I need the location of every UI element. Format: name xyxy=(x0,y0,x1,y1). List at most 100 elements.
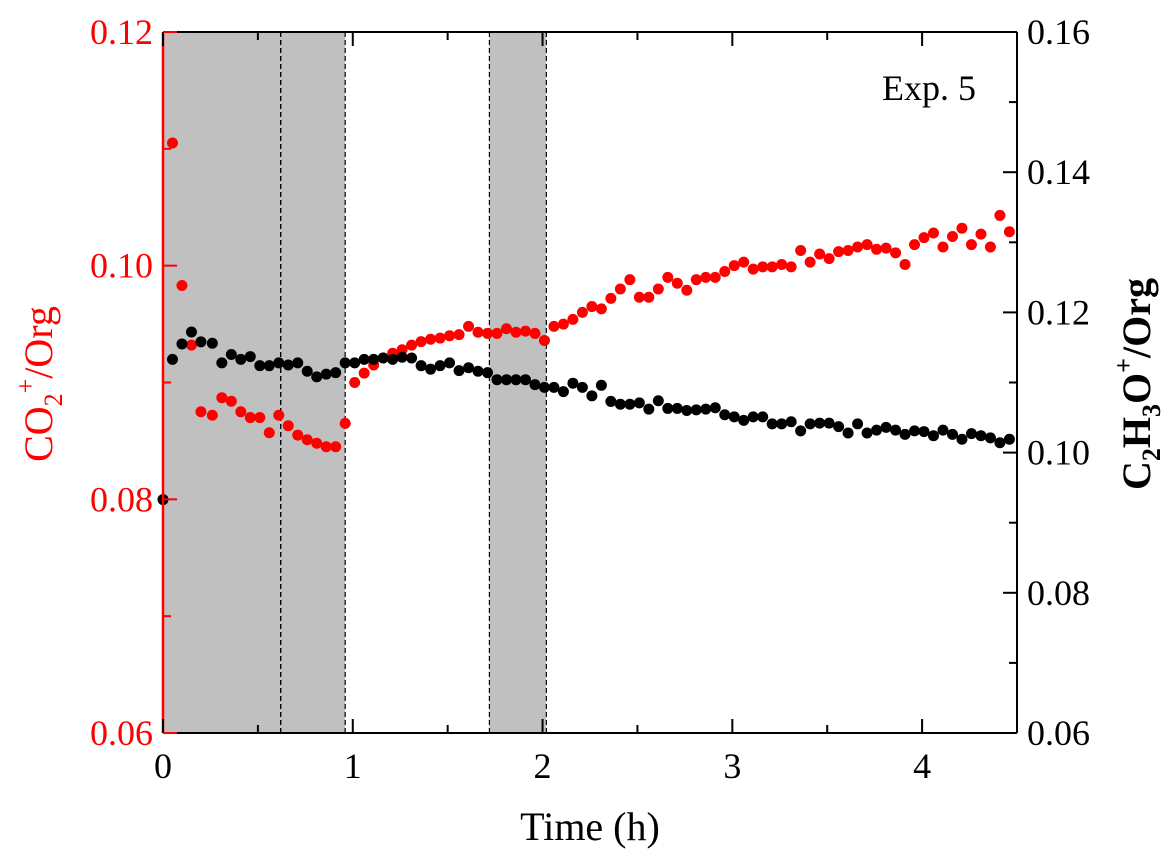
series-0-point-86 xyxy=(984,241,996,253)
series-0-point-71 xyxy=(842,244,854,256)
series-0-point-3 xyxy=(195,406,207,418)
series-1-point-1 xyxy=(166,353,178,365)
series-0-point-75 xyxy=(880,242,892,254)
series-1-point-19 xyxy=(339,357,351,369)
series-0-point-52 xyxy=(662,271,674,283)
series-1-point-46 xyxy=(595,379,607,391)
y-axis-left-title: CO2+/Org xyxy=(11,306,68,462)
series-1-point-37 xyxy=(510,374,522,386)
series-1-point-81 xyxy=(927,430,939,442)
series-0-point-78 xyxy=(909,239,921,251)
series-1-point-85 xyxy=(965,428,977,440)
series-1-point-62 xyxy=(747,411,759,423)
series-1-point-32 xyxy=(463,362,475,374)
series-0-point-42 xyxy=(567,313,579,325)
series-1-point-29 xyxy=(434,360,446,372)
series-0-point-63 xyxy=(766,261,778,273)
series-0-point-48 xyxy=(624,274,636,286)
series-0-point-33 xyxy=(482,327,494,339)
series-1-point-27 xyxy=(415,360,427,372)
series-1-point-55 xyxy=(681,405,693,417)
series-1-point-14 xyxy=(292,357,304,369)
series-1-point-67 xyxy=(795,425,807,437)
series-0-point-79 xyxy=(918,232,930,244)
series-0-point-84 xyxy=(965,239,977,251)
series-1-point-36 xyxy=(500,374,512,386)
series-1-point-20 xyxy=(349,357,361,369)
series-0-point-51 xyxy=(652,283,664,295)
series-1-point-68 xyxy=(804,418,816,430)
series-1-point-89 xyxy=(1003,433,1015,445)
y-right-title-part-1: 2 xyxy=(1137,448,1165,461)
series-1-point-43 xyxy=(567,377,579,389)
series-0-point-0 xyxy=(166,137,178,149)
series-1-point-31 xyxy=(453,365,465,377)
y-right-tick-label-1: 0.08 xyxy=(1027,573,1090,613)
series-0-point-68 xyxy=(814,248,826,260)
series-1-point-12 xyxy=(273,357,285,369)
series-0-point-4 xyxy=(206,409,218,421)
series-1-point-16 xyxy=(311,371,323,383)
series-0-point-81 xyxy=(937,241,949,253)
series-0-point-53 xyxy=(671,277,683,289)
x-tick-label-2: 2 xyxy=(534,746,552,786)
y-left-tick-label-2: 0.10 xyxy=(90,246,153,286)
series-0-point-44 xyxy=(586,301,598,313)
series-0-point-74 xyxy=(871,243,883,255)
y-left-title-base: CO xyxy=(16,406,61,462)
series-1-point-73 xyxy=(852,418,864,430)
series-1-point-70 xyxy=(823,417,835,429)
series-1-point-56 xyxy=(690,404,702,416)
series-1-point-5 xyxy=(206,337,218,349)
series-0-point-38 xyxy=(529,327,541,339)
series-0-point-7 xyxy=(235,406,247,418)
series-1-point-9 xyxy=(244,351,256,363)
y-right-tick-label-3: 0.12 xyxy=(1027,292,1090,332)
series-0-point-46 xyxy=(605,292,617,304)
x-tick-label-0: 0 xyxy=(154,746,172,786)
y-right-title-part-3: 3 xyxy=(1137,404,1165,417)
tick-marks xyxy=(162,31,1018,734)
series-0-point-16 xyxy=(320,441,332,453)
y-right-title-part-2: H xyxy=(1114,417,1159,448)
series-1-point-47 xyxy=(605,395,617,407)
shaded-region-1 xyxy=(280,32,346,733)
series-0-point-87 xyxy=(994,209,1006,221)
y-right-title-part-6: /Org xyxy=(1114,278,1159,359)
series-0-point-1 xyxy=(176,280,188,292)
series-0-point-88 xyxy=(1003,226,1015,238)
plot-series xyxy=(157,137,1015,506)
series-1-point-23 xyxy=(377,352,389,364)
y-left-tick-label-0: 0.06 xyxy=(90,713,153,753)
series-1-point-57 xyxy=(700,403,712,415)
y-left-title-sup: + xyxy=(11,379,40,394)
series-0-point-39 xyxy=(538,334,550,346)
series-1-point-4 xyxy=(195,336,207,348)
series-1-point-69 xyxy=(814,417,826,429)
series-0-point-32 xyxy=(472,326,484,338)
series-1-point-63 xyxy=(757,411,769,423)
series-1-point-71 xyxy=(833,421,845,433)
series-1-point-7 xyxy=(225,348,237,360)
series-1-point-59 xyxy=(719,409,731,421)
series-1-point-44 xyxy=(576,381,588,393)
series-0-point-2 xyxy=(185,339,197,351)
series-0-point-57 xyxy=(709,271,721,283)
x-tick-label-4: 4 xyxy=(913,746,931,786)
series-0-point-11 xyxy=(273,409,285,421)
series-0-point-66 xyxy=(795,244,807,256)
series-0-point-55 xyxy=(690,274,702,286)
series-1-point-10 xyxy=(254,360,266,372)
series-1-point-88 xyxy=(994,437,1006,449)
series-1-point-51 xyxy=(643,403,655,415)
series-1-point-64 xyxy=(766,418,778,430)
series-0-point-70 xyxy=(833,246,845,258)
x-axis-title: Time (h) xyxy=(520,804,660,849)
series-0-point-77 xyxy=(899,258,911,270)
series-1-point-80 xyxy=(918,426,930,438)
x-tick-label-1: 1 xyxy=(344,746,362,786)
series-0-point-82 xyxy=(946,230,958,242)
series-0-point-65 xyxy=(785,261,797,273)
y-left-title-tail: /Org xyxy=(16,306,61,379)
series-0-point-36 xyxy=(510,326,522,338)
